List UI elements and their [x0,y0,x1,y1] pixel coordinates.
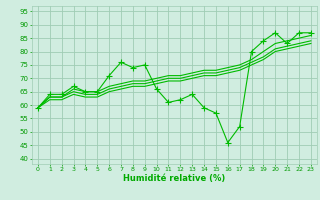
X-axis label: Humidité relative (%): Humidité relative (%) [123,174,226,183]
